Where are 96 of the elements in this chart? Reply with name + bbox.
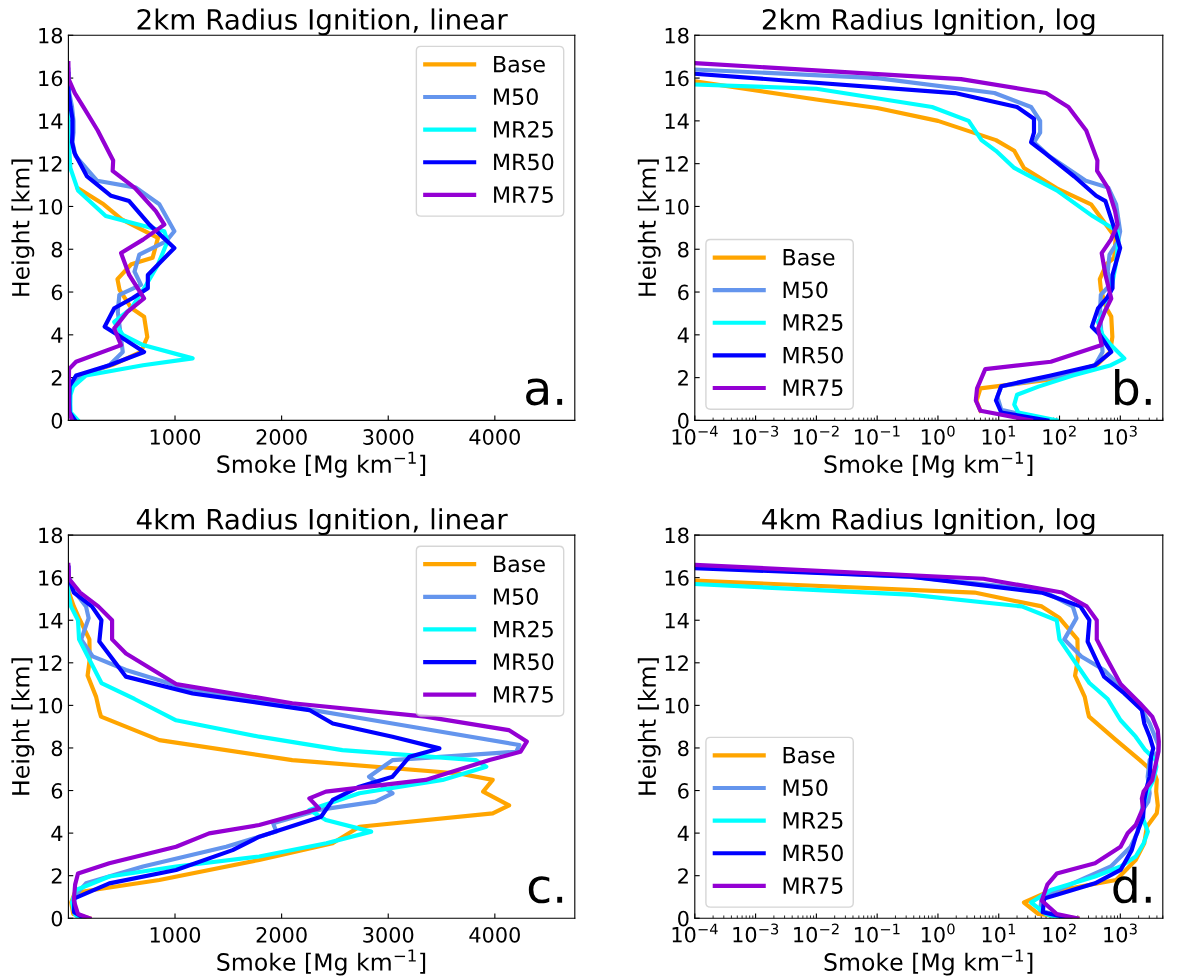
y-tick-label: 16 — [665, 70, 689, 87]
legend-label: M50 — [783, 281, 828, 299]
legend-label: M50 — [494, 588, 538, 605]
legend-label: Base — [783, 746, 835, 764]
legend-label: MR50 — [783, 346, 843, 364]
y-tick-label: 14 — [665, 113, 689, 129]
x-tick-label: 10$^{0}$ — [921, 425, 955, 445]
legend-label: MR75 — [783, 379, 843, 397]
x-tick-label: 10$^{−1}$ — [854, 425, 900, 445]
x-tick-label: 10$^{−3}$ — [733, 923, 779, 943]
x-tick-label: 4000 — [469, 926, 520, 943]
y-tick-label: 12 — [665, 156, 688, 172]
y-tick-label: 14 — [665, 612, 689, 629]
chart-title: 4km Radius Ignition, linear — [136, 508, 508, 536]
legend-label: Base — [494, 55, 545, 73]
y-tick-label: 16 — [665, 570, 689, 586]
x-axis-title: Smoke [Mg km$^{−1}$] — [824, 451, 1033, 478]
y-tick-label: 4 — [51, 327, 63, 343]
x-tick-label: 10$^{2}$ — [1043, 923, 1076, 943]
y-tick-label: 8 — [678, 241, 689, 258]
y-axis-title: Height [km] — [637, 159, 661, 296]
legend-label: MR25 — [783, 314, 843, 331]
x-tick-label: 10$^{1}$ — [982, 425, 1016, 445]
y-tick-label: 10 — [665, 697, 689, 714]
legend-label: MR50 — [494, 653, 554, 671]
y-tick-label: 12 — [39, 156, 62, 172]
y-tick-label: 10 — [39, 697, 63, 714]
y-tick-label: 4 — [677, 825, 689, 842]
y-tick-label: 14 — [39, 113, 63, 129]
legend-label: MR50 — [494, 153, 554, 171]
legend-label: MR25 — [783, 811, 843, 829]
x-tick-label: 1000 — [150, 926, 201, 943]
legend-label: Base — [494, 555, 545, 573]
y-tick-label: 12 — [665, 655, 688, 671]
legend-label: MR50 — [783, 844, 843, 862]
legend-label: MR25 — [494, 620, 553, 638]
x-tick-label: 3000 — [363, 429, 414, 445]
y-tick-label: 4 — [677, 327, 689, 343]
y-tick-label: 2 — [51, 868, 62, 884]
x-tick-label: 10$^{0}$ — [921, 923, 955, 943]
chart-title: 2km Radius Ignition, linear — [137, 8, 508, 36]
y-tick-label: 0 — [51, 910, 63, 927]
y-tick-label: 2 — [51, 370, 62, 386]
x-tick-label: 2000 — [256, 429, 307, 445]
x-tick-label: 10$^{−2}$ — [794, 425, 839, 445]
y-tick-label: 16 — [39, 70, 63, 87]
annotation: c. — [528, 876, 563, 904]
x-tick-label: 10$^{3}$ — [1104, 923, 1137, 943]
x-tick-label: 4000 — [469, 429, 520, 445]
legend-label: M50 — [494, 88, 538, 106]
y-axis-title: Height [km] — [637, 658, 661, 795]
x-tick-label: 10$^{2}$ — [1043, 425, 1076, 445]
x-axis-title: Smoke [Mg km$^{−1}$] — [217, 451, 426, 478]
y-tick-label: 18 — [665, 527, 689, 544]
x-axis-title: Smoke [Mg km$^{−1}$] — [824, 949, 1033, 976]
annotation: b. — [1115, 368, 1151, 406]
y-tick-label: 8 — [51, 740, 63, 757]
legend-label: MR75 — [494, 186, 553, 203]
y-tick-label: 2 — [678, 868, 688, 884]
x-tick-label: 1000 — [150, 429, 201, 445]
x-tick-label: 2000 — [256, 926, 307, 943]
y-axis-title: Height [km] — [11, 159, 35, 296]
x-tick-label: 10$^{−2}$ — [794, 923, 839, 943]
y-tick-label: 18 — [39, 27, 63, 44]
y-tick-label: 10 — [665, 198, 689, 215]
legend-label: MR25 — [494, 120, 553, 138]
y-tick-label: 2 — [678, 370, 688, 386]
y-tick-label: 6 — [678, 782, 689, 799]
y-tick-label: 8 — [678, 740, 689, 757]
x-tick-label: 10$^{3}$ — [1104, 425, 1137, 445]
y-tick-label: 12 — [39, 655, 62, 671]
x-tick-label: 3000 — [363, 926, 414, 943]
y-tick-label: 14 — [39, 612, 63, 629]
annotation: d. — [1113, 866, 1151, 904]
x-axis-title: Smoke [Mg km$^{−1}$] — [217, 949, 426, 976]
legend-label: MR75 — [494, 686, 553, 703]
legend-label: Base — [783, 249, 835, 266]
y-tick-label: 18 — [39, 527, 63, 544]
y-tick-label: 6 — [51, 782, 63, 799]
x-tick-label: 10$^{−1}$ — [854, 923, 900, 943]
y-tick-label: 4 — [51, 825, 63, 842]
x-tick-label: 10$^{−3}$ — [733, 425, 779, 445]
legend-label: MR75 — [783, 877, 843, 894]
x-tick-label: 10$^{1}$ — [982, 923, 1016, 943]
legend-label: M50 — [783, 779, 828, 797]
chart-title: 2km Radius Ignition, log — [762, 8, 1095, 36]
y-tick-label: 6 — [678, 284, 689, 301]
y-axis-title: Height [km] — [11, 658, 35, 795]
y-tick-label: 8 — [51, 241, 63, 258]
y-tick-label: 0 — [51, 412, 63, 429]
chart-title: 4km Radius Ignition, log — [762, 508, 1095, 536]
y-tick-label: 6 — [51, 284, 63, 301]
annotation: a. — [526, 378, 563, 406]
y-tick-label: 10 — [39, 198, 63, 215]
y-tick-label: 16 — [39, 570, 63, 586]
y-tick-label: 18 — [665, 27, 689, 44]
